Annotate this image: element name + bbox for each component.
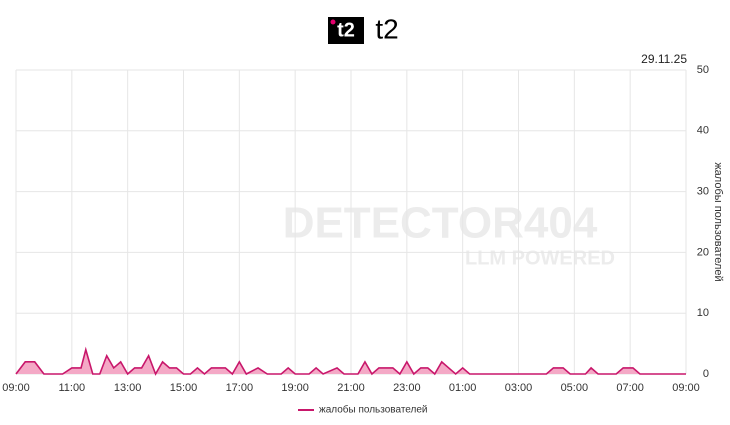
- logo-mark: t2: [337, 19, 355, 41]
- y-tick-label: 50: [697, 64, 709, 76]
- x-tick-label: 09:00: [2, 382, 30, 394]
- x-tick-label: 17:00: [226, 382, 254, 394]
- logo-dot: [330, 19, 336, 25]
- x-tick-label: 05:00: [561, 382, 589, 394]
- x-tick-label: 13:00: [114, 382, 142, 394]
- brand-name: t2: [375, 13, 398, 44]
- y-tick-label: 40: [697, 125, 709, 137]
- x-tick-label: 03:00: [505, 382, 533, 394]
- x-tick-label: 19:00: [281, 382, 309, 394]
- x-tick-label: 11:00: [58, 382, 85, 394]
- x-tick-label: 09:00: [672, 382, 700, 394]
- x-tick-label: 15:00: [170, 382, 198, 394]
- x-tick-label: 21:00: [337, 382, 365, 394]
- y-tick-label: 0: [703, 368, 709, 380]
- y-axis-title: жалобы пользователей: [712, 162, 724, 281]
- y-tick-label: 10: [697, 307, 709, 319]
- legend-label: жалобы пользователей: [319, 404, 428, 416]
- x-tick-label: 23:00: [393, 382, 421, 394]
- watermark-subtitle: LLM POWERED: [465, 247, 615, 269]
- area-line: [15, 346, 686, 376]
- area-fill: [16, 349, 686, 374]
- y-tick-label: 20: [697, 246, 709, 258]
- x-tick-label: 01:00: [449, 382, 477, 394]
- x-tick-label: 07:00: [616, 382, 644, 394]
- watermark-title: DETECTOR404: [283, 199, 598, 248]
- y-tick-label: 30: [697, 186, 709, 198]
- date-label: 29.11.25: [641, 52, 687, 66]
